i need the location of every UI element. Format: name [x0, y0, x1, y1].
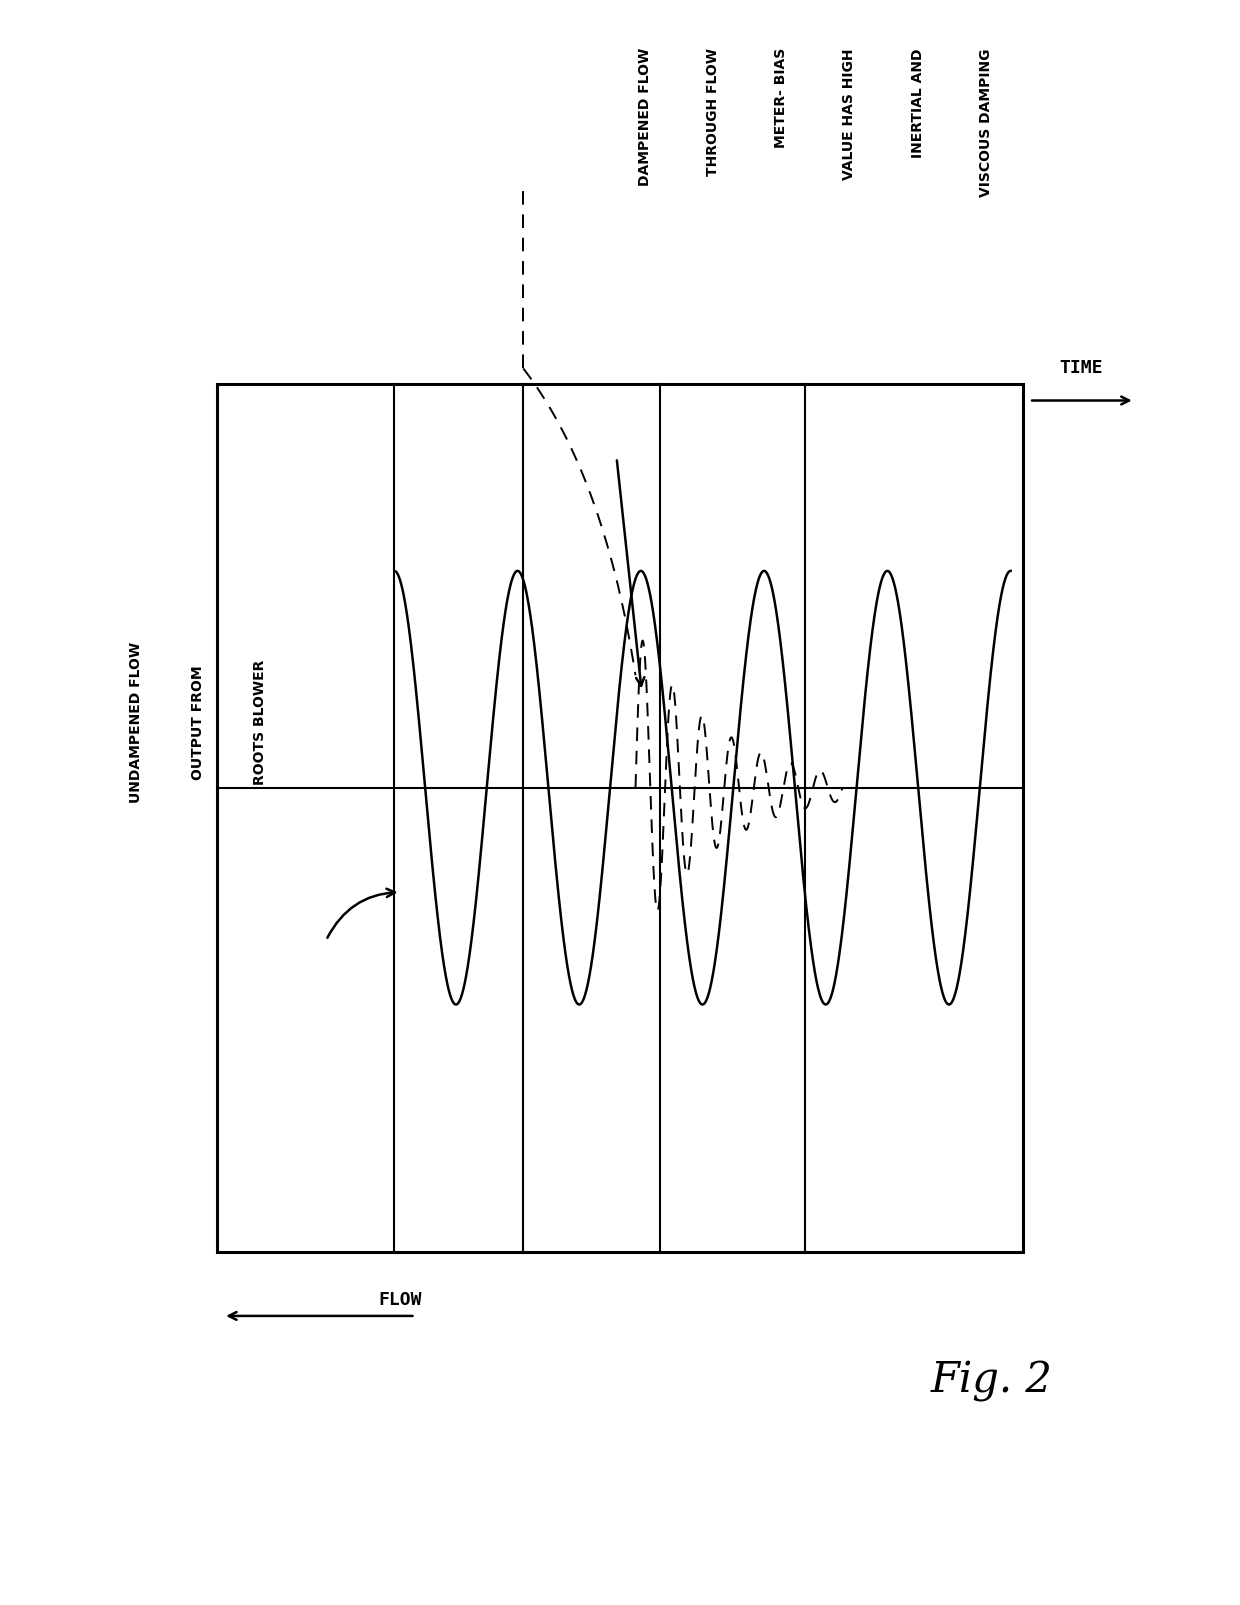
Text: TIME: TIME: [1059, 360, 1104, 377]
Text: UNDAMPENED FLOW: UNDAMPENED FLOW: [129, 642, 144, 802]
Text: VISCOUS DAMPING: VISCOUS DAMPING: [978, 48, 993, 196]
Text: ROOTS BLOWER: ROOTS BLOWER: [253, 660, 268, 785]
Text: METER- BIAS: METER- BIAS: [774, 48, 789, 148]
Text: INERTIAL AND: INERTIAL AND: [910, 48, 925, 157]
Text: Fig. 2: Fig. 2: [931, 1359, 1053, 1401]
Text: OUTPUT FROM: OUTPUT FROM: [191, 664, 206, 780]
Text: DAMPENED FLOW: DAMPENED FLOW: [637, 48, 652, 186]
Bar: [217, 385, 1023, 1252]
Text: THROUGH FLOW: THROUGH FLOW: [706, 48, 720, 177]
Text: VALUE HAS HIGH: VALUE HAS HIGH: [842, 48, 857, 180]
Text: FLOW: FLOW: [378, 1290, 422, 1308]
